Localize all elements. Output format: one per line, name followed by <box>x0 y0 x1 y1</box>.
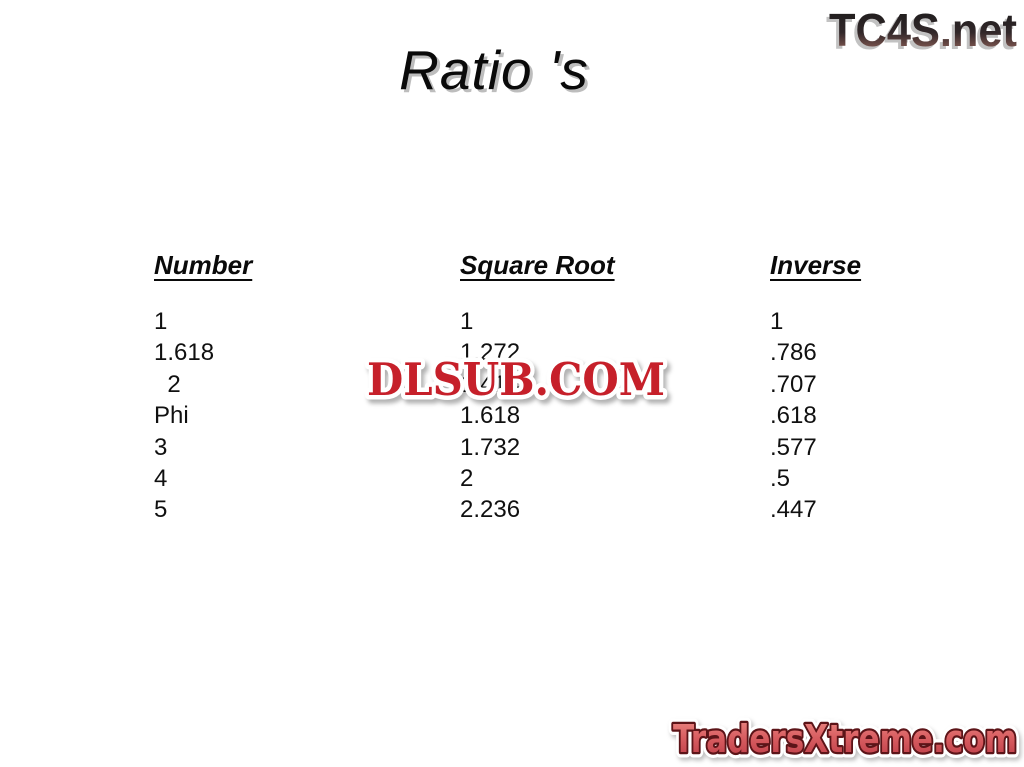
dlsub-watermark-outline: DLSUB.COM <box>367 353 665 406</box>
inverse-cell: 1 <box>770 308 784 335</box>
square-root-cell: 1 <box>460 308 474 335</box>
column-header-square-root: Square Root <box>460 250 615 280</box>
square-root-cell: 1.272 <box>460 339 521 367</box>
column-square-root-rows: 1 1.272 1.414 1.618 1.732 2 2.236 <box>460 306 680 526</box>
number-cell: 2 <box>154 370 181 398</box>
dlsub-watermark-text: DLSUB.COM <box>367 353 665 406</box>
square-root-cell: 1.618 <box>460 402 521 430</box>
tc4s-watermark: TC4S.net <box>829 4 1017 56</box>
inverse-cell: .618 <box>770 402 817 430</box>
column-header-number: Number <box>154 250 253 280</box>
square-root-cell: 1.732 <box>460 433 521 461</box>
number-cell: 5 <box>154 496 168 524</box>
tradersxtreme-outer-outline: TradersXtreme.com <box>673 717 1017 761</box>
tradersxtreme-watermark-text: TradersXtreme.com <box>673 717 1017 761</box>
inverse-cell: .577 <box>770 433 817 461</box>
page-title: Ratio 's <box>399 39 589 101</box>
number-cell: Phi <box>154 402 189 430</box>
square-root-cell: 2 <box>460 465 474 493</box>
square-root-cell: 1.414 <box>460 370 521 398</box>
tradersxtreme-inner-outline: TradersXtreme.com <box>673 717 1017 761</box>
dlsub-watermark: DLSUB.COM DLSUB.COM <box>363 349 670 411</box>
column-inverse-rows: 1 .786 .707 .618 .577 .5 .447 <box>770 306 990 526</box>
inverse-cell: .786 <box>770 339 817 367</box>
inverse-cell: .5 <box>770 465 791 493</box>
number-cell: 1.618 <box>154 339 215 367</box>
column-header-inverse: Inverse <box>770 250 862 280</box>
number-cell: 1 <box>154 308 168 335</box>
square-root-cell: 2.236 <box>460 496 521 524</box>
tradersxtreme-watermark: TradersXtreme.com TradersXtreme.com Trad… <box>668 712 1023 766</box>
number-cell: 4 <box>154 465 168 493</box>
inverse-cell: .447 <box>770 496 817 524</box>
column-number-rows: 1 1.618 2 Phi 3 4 5 <box>154 306 374 526</box>
tc4s-watermark-text: TC4S.net <box>829 4 1017 56</box>
number-cell: 3 <box>154 433 168 461</box>
inverse-cell: .707 <box>770 370 817 398</box>
